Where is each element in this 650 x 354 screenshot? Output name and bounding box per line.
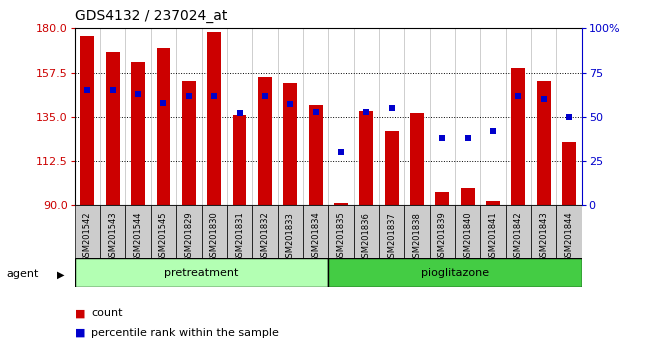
Text: ▶: ▶: [57, 269, 65, 279]
Bar: [410, 113, 424, 205]
Text: GSM201835: GSM201835: [337, 212, 345, 262]
Text: GSM201842: GSM201842: [514, 212, 523, 262]
Bar: [328, 205, 354, 258]
Bar: [328, 258, 582, 287]
Text: GSM201839: GSM201839: [438, 212, 447, 262]
Text: GSM201545: GSM201545: [159, 212, 168, 262]
Text: percentile rank within the sample: percentile rank within the sample: [91, 328, 279, 338]
Bar: [202, 205, 227, 258]
Bar: [151, 205, 176, 258]
Bar: [182, 81, 196, 205]
Bar: [75, 205, 100, 258]
Bar: [207, 32, 221, 205]
Text: GSM201836: GSM201836: [362, 212, 370, 263]
Text: GSM201543: GSM201543: [109, 212, 117, 262]
Bar: [334, 203, 348, 205]
Bar: [455, 205, 480, 258]
Text: GSM201542: GSM201542: [83, 212, 92, 262]
Text: GSM201831: GSM201831: [235, 212, 244, 262]
Text: GSM201829: GSM201829: [185, 212, 193, 262]
Bar: [512, 68, 525, 205]
Bar: [461, 188, 474, 205]
Bar: [157, 48, 170, 205]
Bar: [100, 205, 125, 258]
Text: agent: agent: [6, 269, 39, 279]
Bar: [404, 205, 430, 258]
Text: GSM201833: GSM201833: [286, 212, 294, 263]
Bar: [233, 115, 246, 205]
Text: GSM201841: GSM201841: [489, 212, 497, 262]
Bar: [106, 52, 120, 205]
Text: GSM201840: GSM201840: [463, 212, 472, 262]
Text: pioglitazone: pioglitazone: [421, 268, 489, 278]
Text: GSM201843: GSM201843: [540, 212, 548, 262]
Bar: [252, 205, 278, 258]
Bar: [283, 84, 297, 205]
Bar: [176, 205, 202, 258]
Text: ■: ■: [75, 308, 85, 318]
Bar: [562, 142, 576, 205]
Text: GSM201838: GSM201838: [413, 212, 421, 263]
Text: GSM201832: GSM201832: [261, 212, 269, 262]
Bar: [480, 205, 506, 258]
Bar: [354, 205, 379, 258]
Text: pretreatment: pretreatment: [164, 268, 239, 278]
Bar: [436, 192, 449, 205]
Text: count: count: [91, 308, 122, 318]
Text: GSM201544: GSM201544: [134, 212, 142, 262]
Text: GSM201830: GSM201830: [210, 212, 218, 262]
Bar: [227, 205, 252, 258]
Bar: [258, 78, 272, 205]
Bar: [506, 205, 531, 258]
Bar: [278, 205, 303, 258]
Text: GSM201844: GSM201844: [565, 212, 573, 262]
Bar: [385, 131, 398, 205]
Bar: [131, 62, 145, 205]
Bar: [125, 205, 151, 258]
Bar: [430, 205, 455, 258]
Text: GSM201834: GSM201834: [311, 212, 320, 262]
Bar: [379, 205, 404, 258]
Text: GSM201837: GSM201837: [387, 212, 396, 263]
Bar: [303, 205, 328, 258]
Text: ■: ■: [75, 328, 85, 338]
Bar: [81, 36, 94, 205]
Bar: [537, 81, 551, 205]
Bar: [486, 201, 500, 205]
Bar: [309, 105, 322, 205]
Bar: [75, 258, 328, 287]
Bar: [359, 111, 373, 205]
Bar: [531, 205, 556, 258]
Text: GDS4132 / 237024_at: GDS4132 / 237024_at: [75, 9, 227, 23]
Bar: [556, 205, 582, 258]
